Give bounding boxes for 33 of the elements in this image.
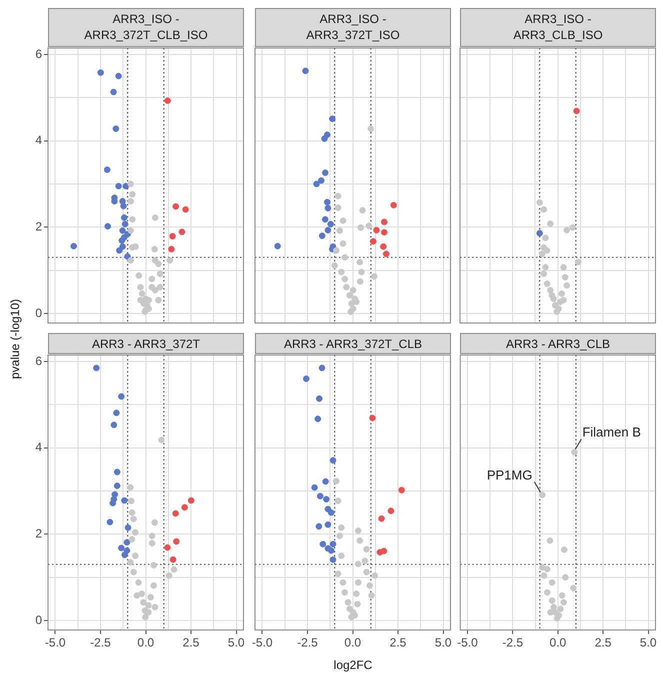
chart-title: ARR3 - ARR3_CLB — [506, 336, 610, 352]
x-tick-label: -5.0 — [44, 636, 66, 650]
y-tick-label: 0 — [35, 612, 42, 627]
y-tick-label: 6 — [35, 46, 42, 61]
y-axis-title: pvalue (-log10) — [8, 298, 22, 380]
annotation: Filamen B — [582, 424, 641, 440]
y-tick-label: 4 — [35, 133, 42, 148]
chart-title: ARR3_ISO - ARR3_CLB_ISO — [512, 11, 604, 43]
x-tick-label: -5.0 — [457, 636, 478, 650]
y-tick-label: 6 — [35, 354, 42, 368]
x-tick-label: 2.5 — [594, 636, 612, 650]
y-tick-label: 0 — [35, 306, 42, 320]
y-tick-label: 2 — [35, 526, 42, 540]
x-tick-label: 0.0 — [344, 636, 362, 650]
x-tick-label: 2.5 — [182, 636, 200, 650]
x-tick-label: 5.0 — [434, 636, 452, 650]
x-tick-label: 5.0 — [228, 636, 245, 650]
x-tick-label: -2.5 — [297, 636, 318, 650]
x-axis-title: log2FC — [334, 658, 372, 672]
x-tick-label: -2.5 — [90, 636, 112, 650]
x-tick-label: -2.5 — [502, 636, 524, 650]
y-tick-label: 4 — [35, 440, 42, 454]
annotation: PP1MG — [486, 467, 532, 482]
x-tick-label: -5.0 — [252, 636, 273, 650]
x-tick-label: 5.0 — [640, 636, 657, 650]
x-tick-label: 2.5 — [390, 636, 407, 650]
x-tick-label: 0.0 — [137, 636, 154, 650]
x-tick-label: 0.0 — [550, 636, 567, 650]
chart-title: ARR3_ISO - ARR3_372T_CLB_ISO — [83, 11, 209, 43]
chart-title: ARR3 - ARR3_372T_CLB — [284, 336, 422, 352]
chart-title: ARR3 - ARR3_372T — [92, 336, 200, 352]
chart-title: ARR3_ISO - ARR3_372T_ISO — [305, 11, 401, 43]
y-tick-label: 2 — [35, 219, 42, 234]
